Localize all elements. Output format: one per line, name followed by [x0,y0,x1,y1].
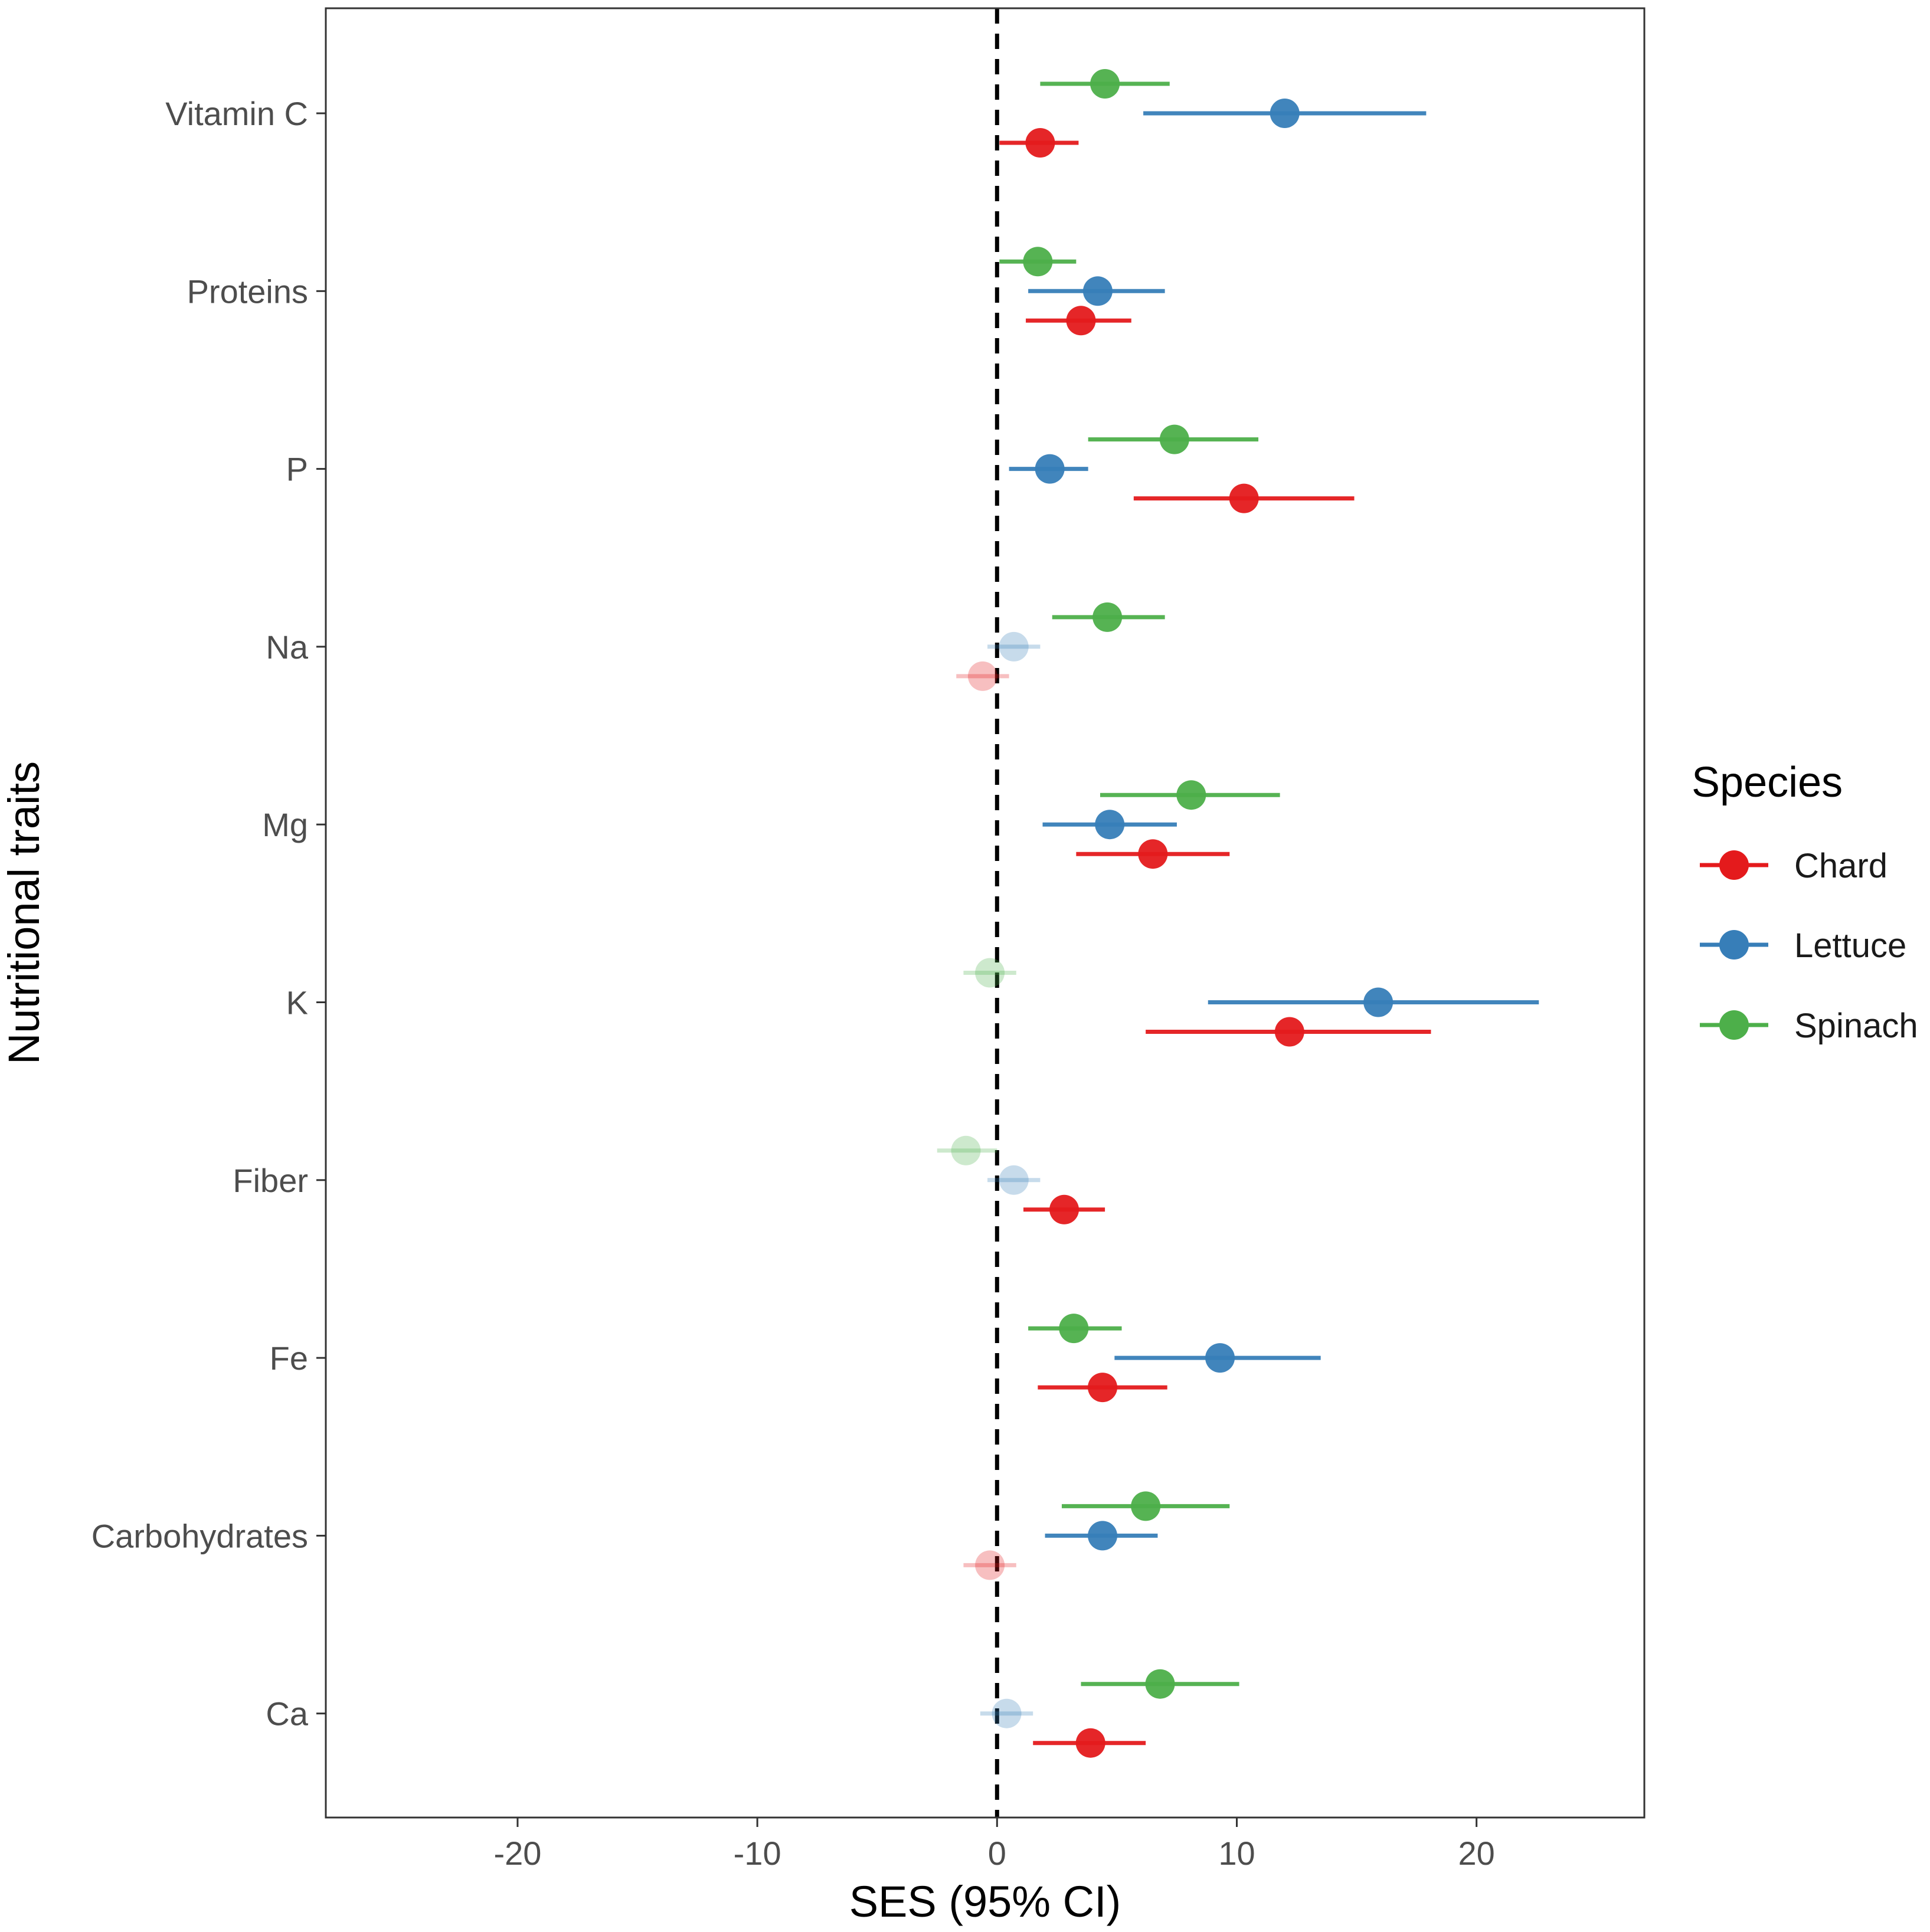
data-marks [937,8,1539,1818]
point-chard [975,1550,1005,1580]
y-tick-label: Carbohydrates [91,1517,308,1554]
point-lettuce [1088,1521,1118,1551]
point-spinach [1023,247,1053,277]
point-chard [1049,1194,1080,1224]
y-tick-label: Fiber [233,1162,308,1199]
point-spinach [1131,1491,1161,1521]
y-tick-label: Mg [262,806,308,843]
legend-key-point-spinach [1719,1010,1749,1040]
y-axis: Vitamin C Proteins P Na Mg K Fiber Fe Carbohydra… [91,95,326,1733]
legend-label-spinach: Spinach [1794,1007,1918,1045]
x-tick-label: 0 [988,1835,1006,1872]
point-spinach [1059,1314,1089,1344]
y-tick-label: Ca [266,1695,308,1733]
point-lettuce [1095,810,1125,840]
point-chard [1066,306,1096,336]
point-spinach [1092,602,1123,632]
point-lettuce [999,631,1029,662]
point-lettuce [1205,1343,1235,1373]
x-axis-title: SES (95% CI) [849,1877,1121,1926]
point-spinach [1090,69,1120,99]
point-chard [1229,483,1259,513]
point-spinach [975,958,1005,988]
point-lettuce [999,1165,1029,1195]
y-tick-label: Proteins [187,273,308,310]
legend: Species Chard Lettuce Spinach [1692,759,1918,1045]
x-tick-label: 20 [1458,1835,1495,1872]
legend-label-lettuce: Lettuce [1794,926,1906,965]
point-lettuce [1363,987,1393,1017]
legend-key-point-lettuce [1719,930,1749,960]
point-chard [1025,128,1055,158]
point-lettuce [1035,454,1065,484]
y-tick-label: P [286,451,308,488]
point-chard [1274,1017,1304,1047]
point-spinach [1145,1669,1175,1699]
legend-label-chard: Chard [1794,847,1888,885]
x-axis: -20 -10 0 10 20 [493,1818,1495,1872]
point-spinach [951,1135,981,1165]
legend-key-point-chard [1719,850,1749,880]
y-axis-title: Nutritional traits [0,761,48,1065]
y-tick-label: K [286,984,308,1021]
point-chard [1075,1728,1105,1758]
point-chard [1088,1373,1118,1403]
point-spinach [1159,424,1189,454]
point-lettuce [1270,99,1300,128]
plot-panel [325,7,1646,1819]
x-tick-label: -20 [493,1835,541,1872]
point-spinach [1176,780,1206,810]
x-tick-label: 10 [1218,1835,1255,1872]
x-tick-label: -10 [734,1835,781,1872]
y-tick-label: Na [266,628,308,666]
point-lettuce [1082,276,1113,306]
point-chard [967,661,997,691]
legend-title: Species [1692,759,1843,806]
point-lettuce [992,1698,1022,1728]
y-tick-label: Vitamin C [165,95,308,132]
y-tick-label: Fe [270,1340,308,1377]
point-chard [1138,839,1168,869]
